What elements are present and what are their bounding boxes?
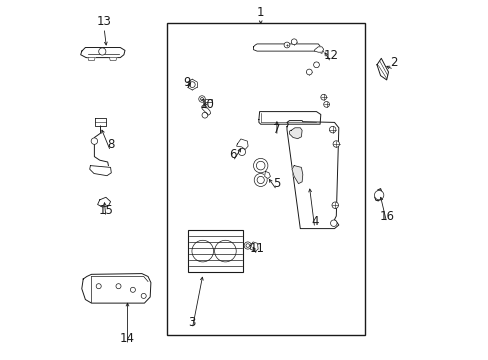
Circle shape xyxy=(141,293,146,298)
Text: 3: 3 xyxy=(188,316,196,329)
Circle shape xyxy=(192,240,213,262)
Polygon shape xyxy=(258,112,320,124)
Text: 4: 4 xyxy=(310,215,318,228)
Circle shape xyxy=(96,284,101,289)
Circle shape xyxy=(257,176,264,184)
Circle shape xyxy=(99,48,106,55)
Polygon shape xyxy=(250,242,258,251)
Circle shape xyxy=(214,240,236,262)
Circle shape xyxy=(253,158,267,173)
Circle shape xyxy=(200,98,203,100)
Circle shape xyxy=(332,141,339,147)
Polygon shape xyxy=(81,48,125,58)
Polygon shape xyxy=(109,58,117,60)
Circle shape xyxy=(330,220,336,226)
Text: 11: 11 xyxy=(249,242,264,255)
Text: 5: 5 xyxy=(273,177,280,190)
Circle shape xyxy=(256,161,264,170)
Polygon shape xyxy=(95,118,106,126)
Text: 16: 16 xyxy=(378,210,393,222)
Text: 14: 14 xyxy=(120,332,135,345)
Text: 8: 8 xyxy=(107,138,114,151)
Polygon shape xyxy=(264,171,270,179)
Text: 10: 10 xyxy=(199,98,214,111)
Circle shape xyxy=(116,284,121,289)
Text: 15: 15 xyxy=(98,204,113,217)
Polygon shape xyxy=(98,197,110,207)
Circle shape xyxy=(313,62,319,68)
Circle shape xyxy=(329,126,335,133)
Text: 1: 1 xyxy=(256,6,264,19)
Circle shape xyxy=(245,244,249,247)
Circle shape xyxy=(306,69,311,75)
Circle shape xyxy=(374,190,383,200)
Circle shape xyxy=(238,148,245,156)
Polygon shape xyxy=(202,104,210,115)
Text: 2: 2 xyxy=(389,57,397,69)
Text: 7: 7 xyxy=(273,123,280,136)
Circle shape xyxy=(244,242,251,249)
Circle shape xyxy=(202,112,207,118)
Circle shape xyxy=(323,102,329,107)
Circle shape xyxy=(320,94,326,100)
Polygon shape xyxy=(236,139,247,149)
Circle shape xyxy=(291,39,296,45)
Text: 13: 13 xyxy=(97,15,111,28)
Polygon shape xyxy=(314,47,323,52)
Bar xyxy=(167,23,365,335)
Text: 9: 9 xyxy=(183,76,190,89)
Polygon shape xyxy=(291,166,302,184)
Polygon shape xyxy=(88,58,95,60)
Polygon shape xyxy=(376,58,387,80)
Circle shape xyxy=(199,96,205,102)
Polygon shape xyxy=(89,166,111,176)
Circle shape xyxy=(331,202,338,208)
Bar xyxy=(204,99,212,102)
Polygon shape xyxy=(289,128,302,139)
Circle shape xyxy=(284,42,289,48)
Circle shape xyxy=(130,287,135,292)
Polygon shape xyxy=(81,274,151,303)
Circle shape xyxy=(189,82,195,87)
Polygon shape xyxy=(286,121,338,229)
Text: 6: 6 xyxy=(229,148,236,161)
Circle shape xyxy=(254,174,266,186)
Text: 12: 12 xyxy=(323,49,338,62)
Polygon shape xyxy=(253,44,323,53)
Bar xyxy=(187,230,243,272)
Circle shape xyxy=(91,138,98,144)
